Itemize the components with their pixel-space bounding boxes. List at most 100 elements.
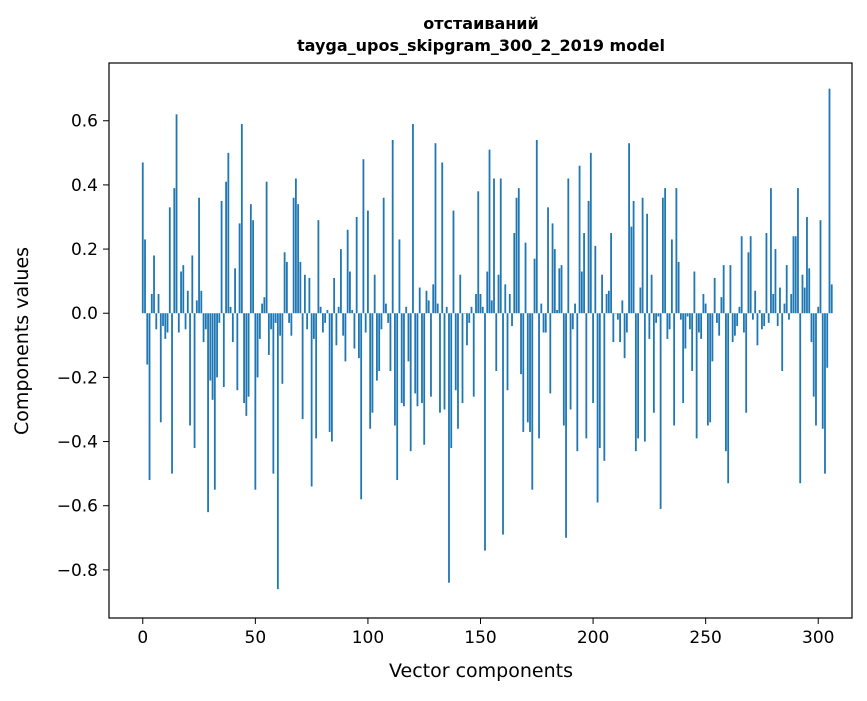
bar-16 — [178, 313, 180, 332]
bar-101 — [369, 313, 371, 428]
bar-168 — [520, 313, 522, 374]
bar-42 — [236, 313, 238, 390]
bar-186 — [561, 265, 563, 313]
bar-207 — [608, 291, 610, 313]
x-tick-label: 250 — [689, 628, 721, 648]
bar-188 — [565, 313, 567, 538]
bar-194 — [579, 166, 581, 314]
bar-280 — [772, 294, 774, 313]
bar-185 — [558, 268, 560, 313]
bar-139 — [455, 313, 457, 390]
bar-88 — [340, 249, 342, 313]
bar-136 — [448, 313, 450, 582]
bar-260 — [727, 313, 729, 483]
bar-35 — [221, 201, 223, 313]
bar-61 — [279, 313, 281, 335]
bar-24 — [196, 300, 198, 313]
bar-227 — [653, 313, 655, 412]
bar-298 — [813, 313, 815, 396]
bar-122 — [417, 313, 419, 406]
bar-31 — [212, 313, 214, 400]
bar-183 — [554, 249, 556, 313]
bar-235 — [671, 239, 673, 313]
bar-91 — [347, 230, 349, 313]
bar-288 — [790, 294, 792, 313]
bar-10 — [164, 313, 166, 339]
bar-105 — [378, 313, 380, 371]
bar-133 — [441, 162, 443, 313]
bar-249 — [703, 294, 705, 313]
bar-204 — [601, 275, 603, 314]
bar-285 — [784, 304, 786, 314]
bar-306 — [831, 284, 833, 313]
bar-29 — [207, 313, 209, 512]
bar-77 — [315, 313, 317, 438]
bar-84 — [331, 313, 333, 441]
bar-71 — [302, 313, 304, 419]
bar-245 — [693, 272, 695, 314]
bar-128 — [430, 313, 432, 396]
bar-182 — [552, 223, 554, 313]
bar-263 — [734, 313, 736, 335]
bar-222 — [642, 198, 644, 313]
bar-272 — [754, 291, 756, 313]
bar-237 — [675, 188, 677, 313]
bar-281 — [775, 249, 777, 313]
bar-0 — [142, 162, 144, 313]
bar-271 — [752, 313, 754, 319]
bar-262 — [732, 313, 734, 342]
bar-126 — [426, 291, 428, 313]
bar-28 — [205, 313, 207, 329]
bar-92 — [349, 272, 351, 314]
bar-57 — [270, 313, 272, 329]
bar-129 — [432, 284, 434, 313]
bar-175 — [536, 140, 538, 313]
x-axis-label: Vector components — [389, 660, 573, 682]
bar-282 — [777, 313, 779, 326]
bar-124 — [421, 313, 423, 403]
bar-90 — [345, 313, 347, 361]
bar-96 — [358, 313, 360, 358]
bar-11 — [167, 313, 169, 332]
bar-244 — [691, 313, 693, 371]
bar-107 — [383, 198, 385, 313]
bar-127 — [428, 300, 430, 313]
bar-102 — [372, 313, 374, 412]
bar-178 — [543, 313, 545, 332]
bar-305 — [829, 89, 831, 314]
bar-192 — [574, 304, 576, 314]
bar-295 — [806, 217, 808, 313]
bar-118 — [408, 313, 410, 361]
bar-125 — [423, 313, 425, 445]
bar-148 — [475, 294, 477, 313]
bar-226 — [651, 275, 653, 314]
bar-62 — [281, 313, 283, 384]
bar-167 — [518, 188, 520, 313]
bar-142 — [462, 313, 464, 403]
bar-291 — [797, 188, 799, 313]
bar-109 — [387, 313, 389, 323]
bar-220 — [637, 313, 639, 438]
bar-114 — [399, 239, 401, 313]
bar-19 — [185, 313, 187, 329]
bar-283 — [779, 288, 781, 314]
bar-113 — [396, 313, 398, 480]
bar-274 — [759, 310, 761, 313]
bar-212 — [619, 313, 621, 342]
bar-80 — [322, 313, 324, 332]
bar-198 — [588, 201, 590, 313]
bar-152 — [484, 313, 486, 550]
bar-115 — [401, 313, 403, 403]
bar-233 — [666, 313, 668, 339]
x-tick-label: 50 — [245, 628, 267, 648]
bar-160 — [502, 313, 504, 534]
bar-73 — [306, 313, 308, 329]
bar-214 — [624, 313, 626, 358]
bar-286 — [786, 265, 788, 313]
bar-163 — [509, 294, 511, 313]
bar-99 — [365, 313, 367, 332]
bar-9 — [162, 313, 164, 326]
bar-277 — [766, 233, 768, 313]
